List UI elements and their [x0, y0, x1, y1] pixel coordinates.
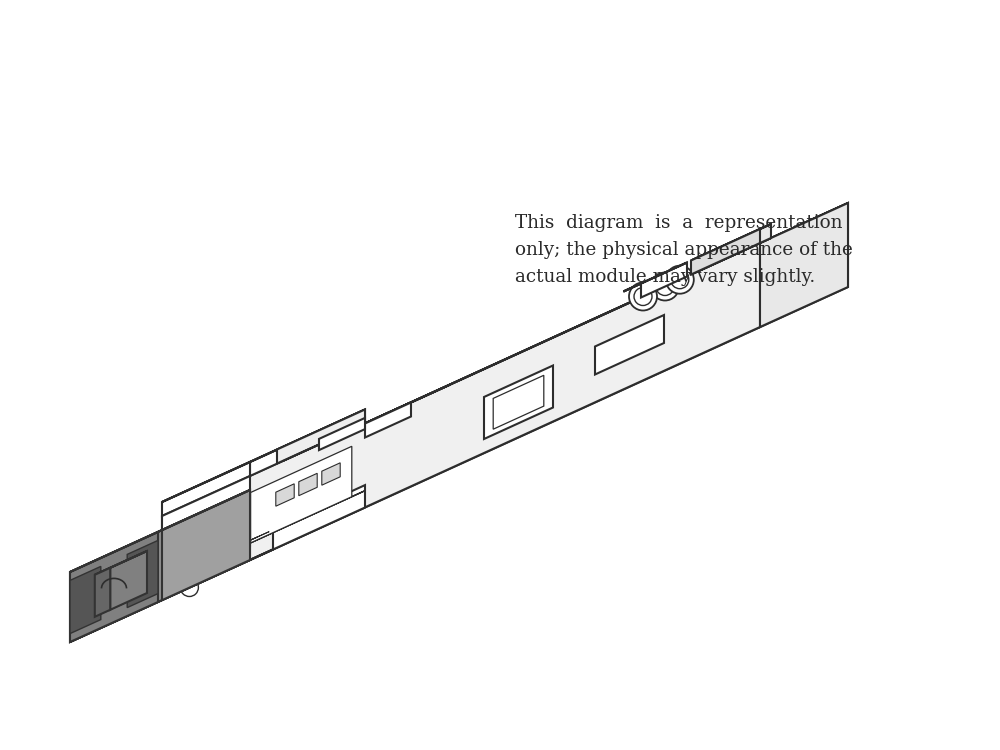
Polygon shape: [623, 262, 687, 292]
Polygon shape: [186, 554, 221, 570]
Polygon shape: [595, 315, 664, 374]
Polygon shape: [493, 375, 544, 429]
Polygon shape: [173, 495, 239, 581]
Polygon shape: [299, 473, 317, 496]
Polygon shape: [162, 410, 365, 502]
Polygon shape: [319, 418, 365, 450]
Circle shape: [180, 578, 198, 596]
Polygon shape: [325, 385, 450, 442]
Polygon shape: [70, 490, 250, 572]
Polygon shape: [162, 462, 250, 516]
Polygon shape: [70, 532, 158, 642]
Polygon shape: [251, 446, 352, 543]
Circle shape: [671, 271, 689, 289]
Polygon shape: [276, 484, 294, 506]
Polygon shape: [110, 551, 147, 610]
Polygon shape: [396, 310, 614, 410]
Circle shape: [651, 272, 679, 301]
Polygon shape: [702, 224, 771, 269]
Polygon shape: [101, 560, 127, 614]
Polygon shape: [162, 243, 760, 600]
Polygon shape: [70, 566, 101, 634]
Polygon shape: [760, 203, 848, 327]
Text: This  diagram  is  a  representation
only; the physical appearance of the
actual: This diagram is a representation only; t…: [515, 214, 853, 286]
Polygon shape: [623, 262, 687, 298]
Polygon shape: [222, 537, 257, 554]
Polygon shape: [70, 560, 250, 642]
Polygon shape: [250, 410, 365, 476]
Polygon shape: [250, 485, 365, 560]
Polygon shape: [277, 410, 365, 464]
Polygon shape: [70, 530, 162, 642]
Polygon shape: [239, 490, 250, 551]
Circle shape: [629, 283, 657, 310]
Polygon shape: [162, 546, 250, 600]
Polygon shape: [365, 403, 411, 437]
Polygon shape: [484, 365, 553, 439]
Polygon shape: [376, 301, 634, 418]
Polygon shape: [691, 229, 760, 274]
Polygon shape: [250, 203, 848, 560]
Polygon shape: [284, 404, 409, 460]
Polygon shape: [189, 490, 366, 571]
Polygon shape: [158, 490, 250, 602]
Polygon shape: [162, 203, 848, 516]
Polygon shape: [162, 525, 173, 586]
Polygon shape: [95, 568, 110, 616]
Polygon shape: [162, 476, 250, 530]
Polygon shape: [127, 541, 158, 608]
Polygon shape: [322, 463, 340, 485]
Polygon shape: [198, 548, 233, 564]
Polygon shape: [95, 551, 147, 574]
Circle shape: [666, 266, 694, 294]
Polygon shape: [691, 238, 771, 274]
Polygon shape: [210, 542, 245, 559]
Circle shape: [656, 278, 674, 296]
Circle shape: [634, 287, 652, 305]
Polygon shape: [234, 532, 269, 548]
Polygon shape: [691, 224, 771, 260]
